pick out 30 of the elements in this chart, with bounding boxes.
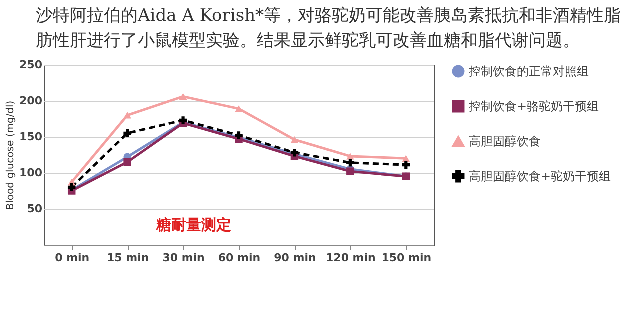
x-tick-label: 60 min [218, 252, 261, 264]
point [124, 130, 132, 138]
point [346, 153, 354, 160]
legend-label: 控制饮食的正常对照组 [469, 64, 589, 78]
legend-label: 控制饮食+骆驼奶干预组 [469, 100, 600, 114]
y-tick-label: 150 [20, 130, 43, 144]
point [179, 93, 188, 100]
point [68, 184, 76, 192]
point [402, 161, 410, 169]
point [124, 112, 132, 119]
y-tick-label: 100 [20, 166, 43, 180]
y-tick-label: 50 [27, 202, 43, 216]
point [290, 136, 299, 144]
legend-label: 高胆固醇饮食 [469, 134, 541, 148]
x-tick-label: 150 min [382, 252, 432, 264]
point [124, 158, 132, 166]
annotation: 糖耐量测定 [156, 216, 232, 234]
point [235, 106, 243, 112]
point [235, 132, 243, 140]
legend-label: 高胆固醇饮食+驼奶干预组 [469, 170, 612, 184]
y-axis-title: Blood glucose (mg/dl) [6, 100, 17, 210]
x-tick-label: 30 min [162, 252, 205, 264]
y-tick-label: 200 [20, 94, 43, 108]
x-tick-label: 15 min [106, 252, 150, 264]
point [346, 159, 354, 167]
x-tick-label: 120 min [326, 252, 376, 264]
x-tick-label: 90 min [274, 252, 316, 264]
x-tick-label: 0 min [55, 252, 90, 264]
chart-title: 沙特阿拉伯的Aida A Korish*等，对骆驼奶可能改善胰岛素抵抗和非酒精性脂肪性肝进行了小鼠模型实验。结果显示鲜驼乳可改善血糖和脂代谢问题。 [36, 5, 622, 53]
y-tick-label: 250 [20, 58, 43, 72]
